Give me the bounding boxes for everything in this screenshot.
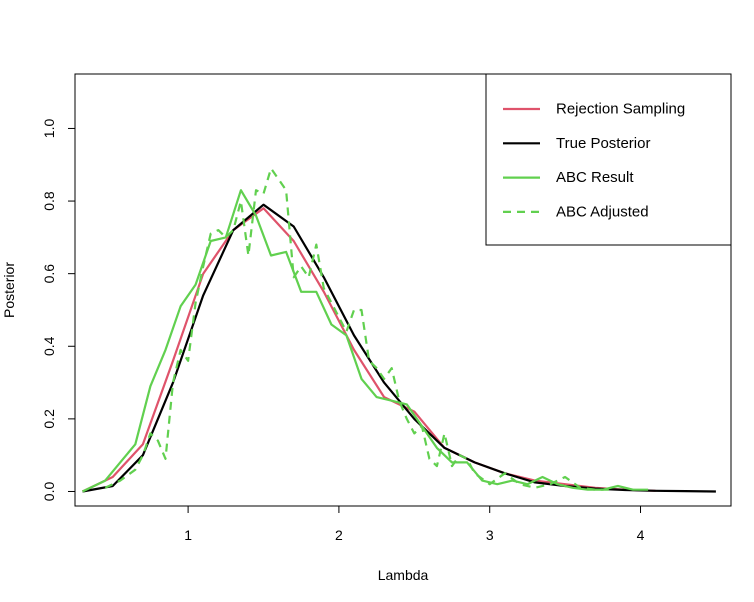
y-axis-title: Posterior [1, 262, 17, 318]
series-line-rejection-sampling [82, 207, 656, 493]
y-tick-label: 0.4 [41, 336, 57, 356]
series-layer [82, 167, 716, 493]
series-line-true-posterior [82, 203, 716, 493]
series-line-abc-result [82, 189, 649, 493]
y-tick-label: 0.6 [41, 264, 57, 284]
y-tick-label: 0.0 [41, 482, 57, 502]
legend-box [485, 73, 732, 246]
series-line-abc-adjusted [104, 167, 611, 491]
x-tick-label: 2 [335, 527, 343, 543]
y-tick-label: 0.2 [41, 409, 57, 429]
x-axis-title: Lambda [378, 567, 429, 583]
x-tick-label: 4 [637, 527, 645, 543]
x-tick-label: 1 [184, 527, 192, 543]
legend-label-rejection-sampling: Rejection Sampling [556, 101, 685, 118]
legend: Rejection Sampling True Posterior ABC Resu… [485, 73, 732, 246]
y-tick-label: 1.0 [41, 119, 57, 139]
legend-label-abc-result: ABC Result [556, 169, 634, 186]
y-tick-label: 0.8 [41, 191, 57, 211]
x-tick-label: 3 [486, 527, 494, 543]
legend-label-true-posterior: True Posterior [556, 135, 650, 152]
y-axis: 0.0 0.2 0.4 0.6 0.8 1.0 [41, 119, 76, 502]
x-axis: 1 2 3 4 [184, 505, 645, 543]
legend-label-abc-adjusted: ABC Adjusted [556, 203, 649, 220]
